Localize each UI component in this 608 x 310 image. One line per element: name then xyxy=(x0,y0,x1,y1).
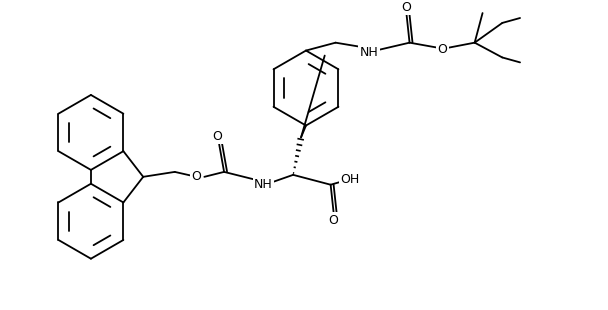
Text: O: O xyxy=(192,170,201,183)
Text: OH: OH xyxy=(340,173,360,186)
Text: O: O xyxy=(402,1,412,14)
Text: NH: NH xyxy=(360,46,379,59)
Text: O: O xyxy=(329,214,339,227)
Text: O: O xyxy=(437,43,447,56)
Text: O: O xyxy=(212,130,222,143)
Text: NH: NH xyxy=(254,178,273,191)
